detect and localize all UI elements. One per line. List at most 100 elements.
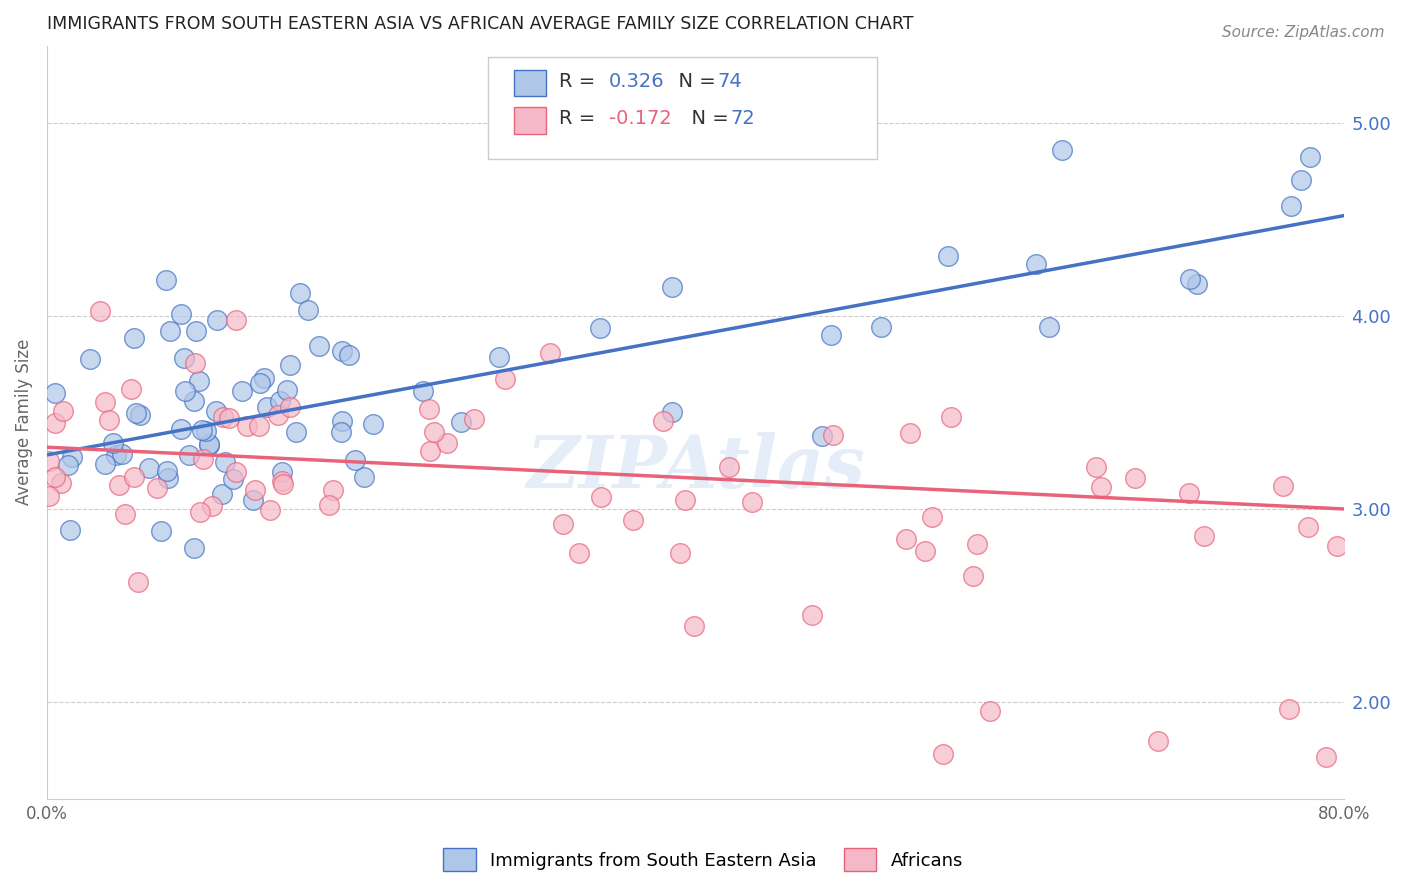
Point bbox=[419, 444, 441, 458]
Point bbox=[44, 417, 66, 431]
Point bbox=[231, 384, 253, 398]
Point bbox=[966, 536, 988, 550]
Point bbox=[936, 249, 959, 263]
Point bbox=[1279, 199, 1302, 213]
Point bbox=[568, 546, 591, 560]
Point bbox=[488, 351, 510, 365]
Point bbox=[198, 437, 221, 451]
Point bbox=[191, 451, 214, 466]
Point bbox=[195, 424, 218, 438]
Point bbox=[225, 313, 247, 327]
Point bbox=[495, 372, 517, 386]
Point bbox=[270, 465, 292, 479]
Point bbox=[423, 425, 446, 439]
Point bbox=[108, 478, 131, 492]
Point bbox=[1025, 257, 1047, 271]
Point bbox=[267, 408, 290, 422]
Point bbox=[1147, 733, 1170, 747]
Point bbox=[661, 280, 683, 294]
Point bbox=[183, 394, 205, 409]
Point bbox=[270, 474, 292, 488]
Point bbox=[98, 412, 121, 426]
Text: Source: ZipAtlas.com: Source: ZipAtlas.com bbox=[1222, 25, 1385, 40]
Point bbox=[800, 608, 823, 623]
Point bbox=[741, 495, 763, 509]
Point bbox=[245, 483, 267, 497]
Text: R =: R = bbox=[560, 71, 602, 91]
Point bbox=[1178, 272, 1201, 286]
Point bbox=[1038, 320, 1060, 334]
Point bbox=[211, 410, 233, 425]
Point bbox=[256, 400, 278, 414]
Point bbox=[1123, 470, 1146, 484]
Point bbox=[308, 339, 330, 353]
Point bbox=[205, 313, 228, 327]
Text: IMMIGRANTS FROM SOUTH EASTERN ASIA VS AFRICAN AVERAGE FAMILY SIZE CORRELATION CH: IMMIGRANTS FROM SOUTH EASTERN ASIA VS AF… bbox=[46, 15, 914, 33]
Point bbox=[1315, 750, 1337, 764]
Point bbox=[278, 358, 301, 372]
Point bbox=[276, 384, 298, 398]
Point bbox=[285, 425, 308, 439]
Point bbox=[810, 429, 832, 443]
Point bbox=[551, 516, 574, 531]
Point bbox=[898, 425, 921, 440]
Point bbox=[1298, 520, 1320, 534]
Point bbox=[89, 304, 111, 318]
Point bbox=[1278, 702, 1301, 716]
FancyBboxPatch shape bbox=[488, 57, 877, 159]
Point bbox=[188, 505, 211, 519]
Point bbox=[683, 619, 706, 633]
Point bbox=[673, 493, 696, 508]
Text: N =: N = bbox=[679, 109, 735, 128]
Point bbox=[155, 273, 177, 287]
Point bbox=[156, 464, 179, 478]
Point bbox=[44, 386, 66, 401]
Point bbox=[962, 568, 984, 582]
Point bbox=[79, 352, 101, 367]
Point bbox=[1185, 277, 1208, 292]
Point bbox=[591, 490, 613, 504]
Point bbox=[979, 705, 1001, 719]
Point bbox=[931, 747, 953, 761]
Point bbox=[44, 470, 66, 484]
Point bbox=[170, 307, 193, 321]
Point bbox=[225, 465, 247, 479]
Point bbox=[49, 476, 72, 491]
Point bbox=[205, 404, 228, 418]
Point bbox=[538, 346, 561, 360]
Point bbox=[344, 453, 367, 467]
Point bbox=[870, 320, 893, 334]
Point bbox=[138, 461, 160, 475]
Text: N =: N = bbox=[666, 71, 721, 91]
Point bbox=[103, 436, 125, 450]
Point bbox=[1299, 150, 1322, 164]
Point bbox=[278, 400, 301, 414]
Point bbox=[120, 382, 142, 396]
Text: 0.326: 0.326 bbox=[609, 71, 664, 91]
Point bbox=[914, 543, 936, 558]
Point bbox=[253, 371, 276, 385]
Point bbox=[58, 458, 80, 473]
Point bbox=[589, 321, 612, 335]
Point bbox=[173, 351, 195, 366]
Point bbox=[463, 411, 485, 425]
FancyBboxPatch shape bbox=[515, 107, 547, 134]
Point bbox=[110, 447, 132, 461]
Point bbox=[249, 376, 271, 390]
Point bbox=[177, 448, 200, 462]
Point bbox=[1177, 486, 1199, 500]
Point bbox=[322, 483, 344, 497]
Point bbox=[1192, 529, 1215, 543]
Point bbox=[60, 450, 83, 464]
Point bbox=[418, 402, 440, 417]
Point bbox=[337, 348, 360, 362]
Point bbox=[127, 574, 149, 589]
Point bbox=[174, 384, 197, 399]
Point bbox=[183, 541, 205, 555]
Point bbox=[170, 421, 193, 435]
Point bbox=[353, 470, 375, 484]
Point bbox=[259, 503, 281, 517]
Point bbox=[412, 384, 434, 398]
Point bbox=[894, 532, 917, 546]
Text: ZIPAtlas: ZIPAtlas bbox=[526, 432, 865, 503]
